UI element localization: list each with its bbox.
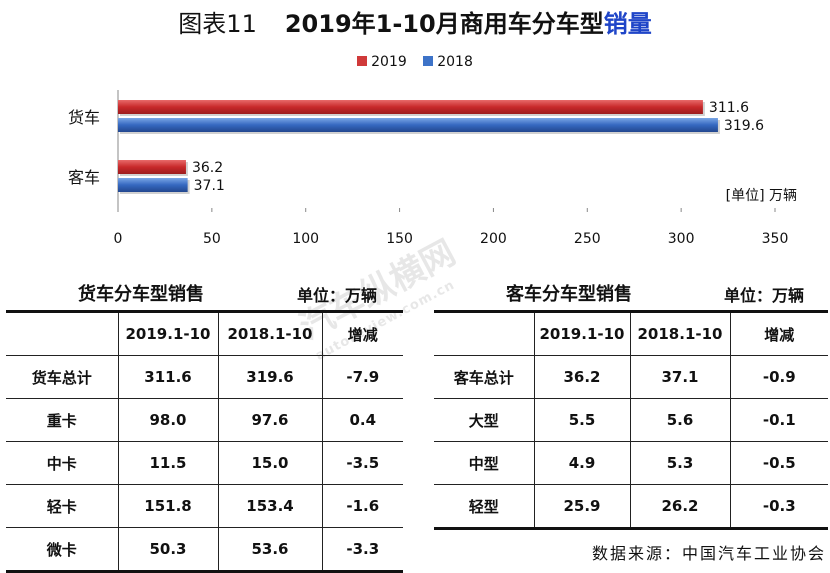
table-row: 中型 4.9 5.3 -0.5: [434, 441, 828, 485]
bus-table-unit: 单位：万辆: [724, 286, 805, 305]
bus-table-cell: 36.2: [533, 355, 631, 399]
bus-table: 2019.1-10 2018.1-10 增减 客车总计 36.2 37.1 -0.9 大型 5.…: [434, 310, 828, 530]
table-row: 重卡 98.0 97.6 0.4: [6, 398, 403, 442]
bus-table-row-label: 中型: [434, 441, 535, 485]
truck-table-cell: 97.6: [217, 398, 323, 442]
legend-item-2018: 2018: [423, 54, 473, 70]
truck-table-cell: 11.5: [117, 441, 219, 485]
truck-table-cell: 50.3: [117, 527, 219, 573]
bus-table-cell: -0.9: [729, 355, 828, 399]
truck-table-row-label: 重卡: [6, 398, 119, 442]
truck-table-header-cell: [6, 310, 119, 356]
bus-table-header-row: 2019.1-10 2018.1-10 增减: [434, 310, 828, 356]
truck-table-header-cell: 2018.1-10: [217, 310, 323, 356]
bus-table-header-cell: 2018.1-10: [629, 310, 731, 356]
truck-table-row-label: 中卡: [6, 441, 119, 485]
bus-table-cell: -0.3: [729, 484, 828, 530]
truck-table-header-cell: 2019.1-10: [117, 310, 219, 356]
bar-value-label: 36.2: [192, 160, 223, 176]
bus-table-cell: 5.5: [533, 398, 631, 442]
legend-item-2019: 2019: [357, 54, 407, 70]
truck-table-cell: 53.6: [217, 527, 323, 573]
bar-value-label: 37.1: [194, 178, 225, 194]
truck-table-cell: 15.0: [217, 441, 323, 485]
table-row: 轻卡 151.8 153.4 -1.6: [6, 484, 403, 528]
bus-table-cell: -0.1: [729, 398, 828, 442]
truck-table-cell: -1.6: [321, 484, 403, 528]
bar-value-label: 319.6: [724, 118, 764, 134]
bar-chart: 0 50 100 150 200 250 300 350 货车 311.6 319.6 客车 36.2 3…: [68, 90, 797, 247]
page-title: 图表11 2019年1-10月商用车分车型销量: [0, 4, 830, 39]
truck-table-row-label: 货车总计: [6, 355, 119, 399]
x-tick-label: 0: [114, 231, 123, 247]
title-main: 2019年1-10月商用车分车型: [284, 10, 604, 38]
chart-legend: 2019 2018: [0, 54, 830, 70]
truck-table-cell: 153.4: [217, 484, 323, 528]
bus-table-cell: 5.6: [629, 398, 731, 442]
truck-table-cell: -3.5: [321, 441, 403, 485]
bus-table-cell: 4.9: [533, 441, 631, 485]
bus-table-header-cell: 增减: [729, 310, 828, 356]
bus-table-cell: 37.1: [629, 355, 731, 399]
category-label: 客车: [68, 168, 100, 187]
legend-label-2019: 2019: [371, 54, 407, 70]
table-row: 轻型 25.9 26.2 -0.3: [434, 484, 828, 530]
bus-table-cell: 26.2: [629, 484, 731, 530]
legend-swatch-2018: [423, 56, 434, 66]
figure-number: 图表11: [178, 10, 257, 38]
unit-note: [单位] 万辆: [726, 188, 797, 204]
truck-table-row-label: 微卡: [6, 527, 119, 573]
truck-table-cell: -7.9: [321, 355, 403, 399]
bar-2019-1: [118, 160, 186, 174]
table-row: 货车总计 311.6 319.6 -7.9: [6, 355, 403, 399]
truck-table-title: 货车分车型销售: [78, 284, 204, 305]
bus-table-header-cell: [434, 310, 535, 356]
bus-table-cell: -0.5: [729, 441, 828, 485]
truck-table-cell: 319.6: [217, 355, 323, 399]
legend-label-2018: 2018: [437, 54, 473, 70]
truck-table-unit: 单位：万辆: [297, 286, 378, 305]
bar-2018-0: [118, 118, 718, 132]
x-tick-label: 50: [203, 231, 221, 247]
truck-table-cell: 0.4: [321, 398, 403, 442]
table-row: 微卡 50.3 53.6 -3.3: [6, 527, 403, 573]
x-tick-label: 150: [386, 231, 413, 247]
truck-table-cell: -3.3: [321, 527, 403, 573]
bar-2018-1: [118, 178, 188, 192]
x-tick-label: 100: [292, 231, 319, 247]
bus-table-row-label: 大型: [434, 398, 535, 442]
truck-table: 2019.1-10 2018.1-10 增减 货车总计 311.6 319.6 -7.9 重卡…: [6, 310, 403, 573]
table-row: 大型 5.5 5.6 -0.1: [434, 398, 828, 442]
truck-table-cell: 98.0: [117, 398, 219, 442]
x-tick-label: 350: [762, 231, 789, 247]
bus-table-header-cell: 2019.1-10: [533, 310, 631, 356]
bus-table-title: 客车分车型销售: [506, 284, 632, 305]
truck-table-header-row: 2019.1-10 2018.1-10 增减: [6, 310, 403, 356]
table-row: 中卡 11.5 15.0 -3.5: [6, 441, 403, 485]
bus-table-cell: 5.3: [629, 441, 731, 485]
x-tick-label: 300: [668, 231, 695, 247]
truck-table-header-cell: 增减: [321, 310, 403, 356]
title-accent: 销量: [603, 10, 652, 38]
truck-table-row-label: 轻卡: [6, 484, 119, 528]
bus-table-row-label: 客车总计: [434, 355, 535, 399]
category-label: 货车: [68, 108, 100, 127]
data-source: 数据来源：中国汽车工业协会: [591, 544, 826, 563]
table-row: 客车总计 36.2 37.1 -0.9: [434, 355, 828, 399]
legend-swatch-2019: [357, 56, 368, 66]
bus-table-cell: 25.9: [533, 484, 631, 530]
truck-table-cell: 151.8: [117, 484, 219, 528]
x-tick-label: 250: [574, 231, 601, 247]
bus-table-row-label: 轻型: [434, 484, 535, 530]
bar-2019-0: [118, 100, 703, 114]
truck-table-cell: 311.6: [117, 355, 219, 399]
x-tick-label: 200: [480, 231, 507, 247]
bar-value-label: 311.6: [709, 100, 749, 116]
